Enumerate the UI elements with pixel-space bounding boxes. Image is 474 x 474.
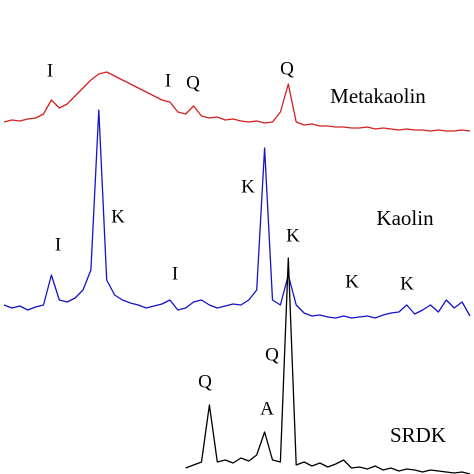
trace-name: Metakaolin	[330, 84, 426, 108]
peak-label: K	[286, 225, 300, 246]
peak-label: Q	[265, 344, 279, 365]
trace-name: SRDK	[390, 423, 446, 447]
peak-label: I	[47, 60, 53, 81]
peak-label: Q	[280, 58, 294, 79]
xrd-trace	[3, 109, 471, 319]
peak-label: K	[400, 273, 414, 294]
peak-label: I	[165, 70, 171, 91]
peak-label: Q	[186, 72, 200, 93]
xrd-trace	[3, 71, 471, 132]
peak-label: I	[172, 263, 178, 284]
peak-label: I	[55, 234, 61, 255]
peak-label: K	[241, 176, 255, 197]
peak-label: K	[111, 206, 125, 227]
peak-label: K	[345, 271, 359, 292]
xrd-trace	[185, 257, 471, 474]
trace-name: Kaolin	[376, 206, 434, 230]
peak-label: Q	[198, 371, 212, 392]
peak-label: A	[260, 398, 274, 419]
